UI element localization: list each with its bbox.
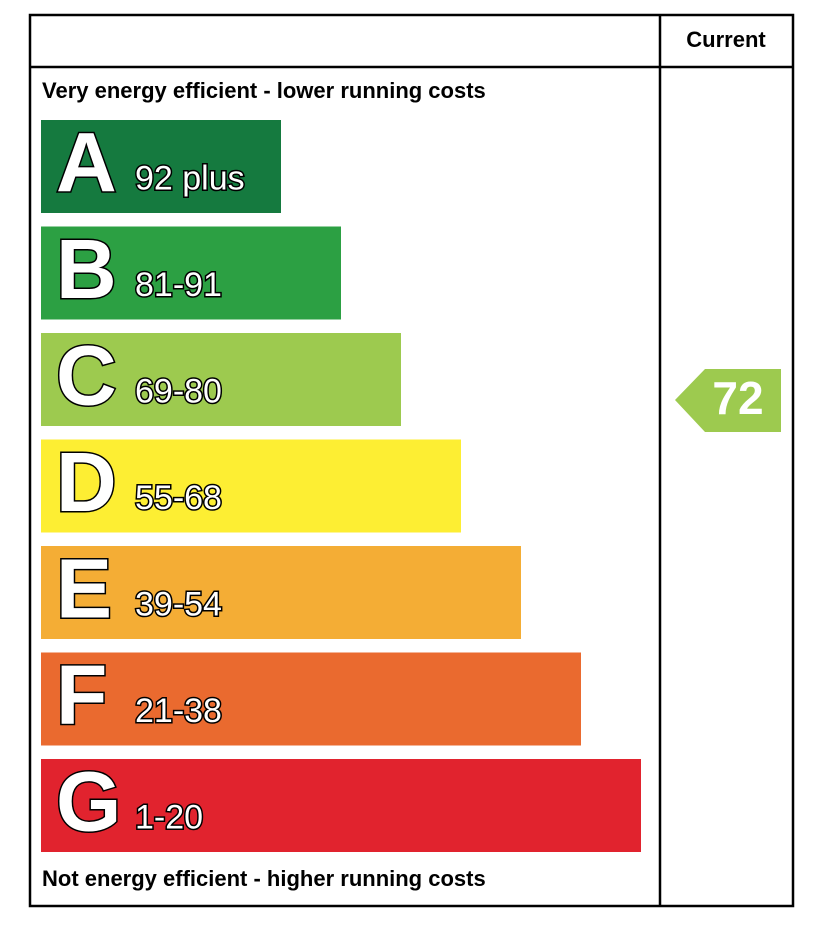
band-bar	[41, 120, 281, 213]
bottom-label: Not energy efficient - higher running co…	[42, 866, 486, 891]
band-letter: C	[56, 329, 117, 423]
band-bar	[41, 652, 581, 746]
band-letter: G	[56, 755, 121, 849]
band-bar	[41, 759, 641, 852]
band-range: 92 plus	[135, 159, 245, 197]
band-bar	[41, 546, 521, 639]
band-letter: A	[56, 116, 117, 210]
band-letter: D	[56, 435, 117, 529]
bands: A 92 plus B 81-91 C 69-80 D 55-68 E 39-54 F 21-38 G 1…	[41, 114, 641, 852]
band-letter: E	[56, 542, 112, 636]
current-arrow	[675, 369, 781, 432]
current-header: Current	[686, 27, 766, 52]
band-range: 1-20	[135, 798, 203, 836]
band-range: 21-38	[135, 692, 222, 730]
band-letter: F	[56, 648, 107, 742]
current-value: 72	[712, 372, 763, 424]
band-bar	[41, 333, 401, 426]
band-range: 69-80	[135, 372, 222, 410]
band-range: 39-54	[135, 585, 222, 623]
frame	[28, 13, 795, 908]
band-letter: B	[56, 222, 117, 316]
top-label: Very energy efficient - lower running co…	[42, 78, 486, 103]
band-range: 81-91	[135, 266, 222, 304]
band-bar	[41, 226, 341, 320]
band-range: 55-68	[135, 479, 222, 517]
band-bar	[41, 439, 461, 533]
